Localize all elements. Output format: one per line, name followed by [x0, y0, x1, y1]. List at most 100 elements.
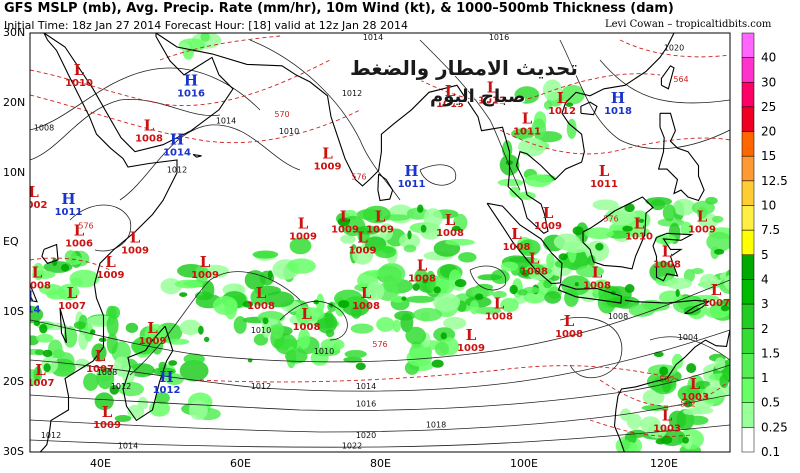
- precip-cell: [720, 298, 730, 306]
- isobar-label: 1022: [342, 441, 362, 450]
- precip-cell: [131, 337, 157, 355]
- precip-cell: [264, 291, 295, 308]
- precip-cell: [289, 237, 312, 255]
- precip-cell: [509, 186, 521, 198]
- precip-cell: [298, 328, 311, 349]
- precip-cell: [343, 356, 363, 363]
- precip-cell: [530, 258, 541, 265]
- colorbar-label: 7.5: [761, 223, 780, 237]
- isobar-label: 1014: [363, 33, 383, 42]
- colorbar-label: 3: [761, 297, 769, 311]
- precip-cell: [719, 374, 729, 389]
- low-pressure-marker: L: [511, 225, 522, 243]
- pressure-value: 1014: [13, 305, 41, 316]
- colorbar: 40 30 25 20 15 12.5 10 7.5 5 4 3 2 1.5 1 0.5 0.25 0.1: [741, 32, 788, 459]
- isobar-label: 1012: [251, 382, 271, 391]
- precip-cell: [560, 84, 585, 105]
- coastline: [657, 112, 705, 202]
- precip-cell: [376, 317, 395, 332]
- precip-cell: [539, 267, 553, 275]
- isobar: [30, 424, 730, 448]
- precip-cell: [587, 255, 596, 267]
- precip-cell-heavy: [204, 336, 210, 343]
- precip-cell-heavy: [401, 296, 407, 301]
- pressure-value: 1009: [93, 420, 121, 431]
- precip-cell-heavy: [407, 230, 412, 240]
- coastline: [652, 232, 694, 282]
- precip-cell-heavy: [242, 300, 254, 308]
- pressure-value: 1009: [139, 336, 167, 347]
- precip-cell-heavy: [198, 325, 204, 335]
- precip-cell: [179, 359, 209, 382]
- pressure-value: 1008: [485, 312, 513, 323]
- precip-cell: [152, 367, 176, 376]
- precip-cell: [73, 321, 87, 330]
- precip-cell-heavy: [714, 248, 725, 255]
- colorbar-label: 30: [761, 75, 776, 89]
- precip-cell: [523, 290, 547, 304]
- isobar-label: 1004: [678, 333, 698, 342]
- precip-cell: [517, 239, 541, 257]
- precip-cell: [200, 33, 210, 42]
- colorbar-swatch: [741, 205, 755, 231]
- coastline: [30, 280, 38, 303]
- precip-cell: [665, 277, 693, 290]
- colorbar-swatch: [741, 328, 755, 354]
- precip-cell: [477, 274, 503, 281]
- precip-cell: [434, 341, 449, 356]
- colorbar-swatch: [741, 155, 755, 182]
- coastline: [624, 299, 710, 304]
- isobar: [559, 39, 730, 150]
- precip-cell-heavy: [422, 279, 428, 284]
- low-pressure-marker: L: [690, 375, 701, 393]
- precip-cell-heavy: [109, 385, 120, 395]
- precip-cell-heavy: [638, 218, 645, 223]
- precip-cell: [723, 274, 730, 291]
- isobar-label: 1012: [41, 431, 61, 440]
- precip-cell-heavy: [98, 337, 107, 342]
- precip-cell: [683, 408, 702, 416]
- isobar: [249, 39, 401, 201]
- pressure-value: 1006: [65, 238, 93, 249]
- thickness-label: 582: [659, 375, 674, 384]
- precip-cell: [433, 293, 461, 312]
- isobar-label: 1016: [489, 33, 509, 42]
- low-pressure-marker: L: [298, 214, 309, 232]
- low-pressure-marker: L: [340, 208, 351, 226]
- colorbar-label: 4: [761, 273, 769, 287]
- coastline: [557, 283, 623, 304]
- credit-text: Levi Cowan – tropicaltidbits.com: [605, 19, 772, 30]
- coastline: [486, 202, 563, 285]
- low-pressure-marker: L: [130, 228, 141, 246]
- low-pressure-marker: L: [592, 263, 603, 281]
- low-pressure-marker: L: [361, 284, 372, 302]
- precip-cell: [683, 306, 701, 316]
- thickness-contour: [159, 35, 281, 61]
- high-pressure-marker: H: [611, 89, 625, 107]
- thickness-label: 576: [372, 340, 387, 349]
- precip-cell: [57, 284, 80, 301]
- precip-cell: [697, 206, 708, 219]
- pressure-value: 1007: [27, 378, 55, 389]
- precip-cell: [585, 227, 614, 240]
- thickness-contour: [30, 257, 111, 271]
- isobar-label: 1020: [356, 431, 376, 440]
- low-pressure-marker: L: [301, 305, 312, 323]
- low-pressure-marker: L: [322, 145, 333, 163]
- precip-cell: [99, 369, 115, 376]
- precip-cell: [340, 234, 356, 244]
- longitude-label: 40E: [90, 457, 111, 470]
- pressure-value: 1008: [408, 273, 436, 284]
- precip-cell: [554, 259, 572, 269]
- coastline: [43, 33, 234, 153]
- precip-cell: [445, 238, 475, 246]
- precip-cell: [83, 372, 99, 391]
- isobar-label: 1014: [216, 117, 236, 126]
- precip-cell-heavy: [720, 304, 730, 312]
- precip-cell: [668, 410, 687, 430]
- low-pressure-marker: L: [711, 281, 722, 299]
- map-subtitle: Initial Time: 18z Jan 27 2014 Forecast H…: [4, 19, 408, 32]
- low-pressure-marker: L: [375, 208, 386, 226]
- isobar: [30, 329, 730, 392]
- low-pressure-marker: L: [557, 89, 568, 107]
